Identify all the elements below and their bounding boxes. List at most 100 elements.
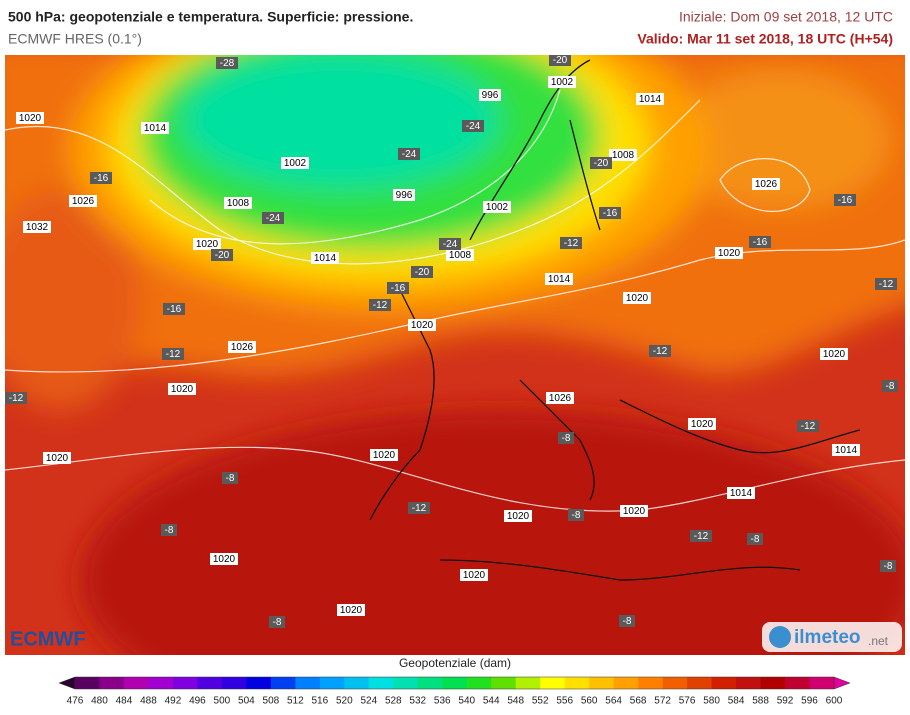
pressure-label: 1026 [549, 393, 572, 404]
temperature-label-box [882, 380, 898, 392]
pressure-label-box [224, 197, 252, 209]
pressure-label-box [483, 201, 511, 213]
colorbar-tick-label: 576 [679, 696, 696, 707]
temperature-label: -12 [373, 300, 388, 311]
colorbar-segment [344, 677, 370, 689]
colorbar-tick-label: 476 [67, 696, 84, 707]
colorbar-tick-label: 520 [336, 696, 353, 707]
temperature-label-box [560, 237, 582, 249]
pressure-label-box [545, 273, 573, 285]
temperature-label-box [216, 57, 238, 69]
pressure-label: 1020 [340, 605, 363, 616]
pressure-label: 1008 [612, 150, 635, 161]
temperature-label: -8 [562, 433, 571, 444]
temperature-label: -20 [415, 267, 430, 278]
pressure-label-box [69, 195, 97, 207]
temperature-label-box [462, 120, 484, 132]
valid-time: Valido: Mar 11 set 2018, 18 UTC (H+54) [637, 31, 893, 47]
temperature-label-box [439, 238, 461, 250]
pressure-label-box [210, 553, 238, 565]
temperature-label: -24 [466, 121, 481, 132]
temperature-label: -12 [166, 349, 181, 360]
colorbar-tick-label: 540 [458, 696, 475, 707]
colorbar-segment [662, 677, 688, 689]
temperature-label: -16 [391, 283, 406, 294]
ilmeteo-logo: ilmeteo [794, 627, 861, 648]
init-time: Iniziale: Dom 09 set 2018, 12 UTC [679, 9, 893, 25]
colorbar-segment [687, 677, 713, 689]
colorbar-segment [491, 677, 517, 689]
pressure-label: 1020 [213, 554, 236, 565]
pressure-label-box [460, 569, 488, 581]
temperature-label-box [690, 530, 712, 542]
colorbar-segment [760, 677, 786, 689]
temperature-label-box [163, 303, 185, 315]
colorbar-segment [221, 677, 247, 689]
ecmwf-logo: ECMWF [10, 628, 86, 650]
colorbar-tick-label: 492 [165, 696, 182, 707]
pressure-label-box [620, 505, 648, 517]
temperature-label-box [162, 348, 184, 360]
pressure-label: 1020 [46, 453, 69, 464]
temperature-label-box [649, 345, 671, 357]
colorbar-segment [711, 677, 737, 689]
temperature-label: -28 [220, 58, 235, 69]
temperature-label-box [749, 236, 771, 248]
colorbar-segment [515, 677, 541, 689]
isobars [5, 89, 905, 512]
colorbar-tick-label: 508 [263, 696, 280, 707]
colorbar-segment [368, 677, 394, 689]
colorbar-tick-label: 532 [409, 696, 426, 707]
pressure-label-box [752, 178, 780, 190]
pressure-label: 1020 [507, 511, 530, 522]
pressure-label-box [228, 341, 256, 353]
temperature-label: -12 [564, 238, 579, 249]
pressure-label-box [281, 157, 309, 169]
colorbar-segment [172, 677, 198, 689]
pressure-label: 1020 [411, 320, 434, 331]
pressure-label: 1020 [623, 506, 646, 517]
ilmeteo-logo-bg [762, 622, 902, 652]
temperature-label-box [880, 560, 896, 572]
temperature-label-box [211, 249, 233, 261]
temperature-label-box [408, 502, 430, 514]
colorbar-tick-label: 524 [360, 696, 377, 707]
pressure-label: 1014 [835, 445, 858, 456]
pressure-label-box [370, 449, 398, 461]
temperature-label-box [549, 55, 571, 66]
pressure-label-box [548, 76, 576, 88]
pressure-label: 1026 [72, 196, 95, 207]
colorbar-segment [99, 677, 125, 689]
colorbar-tick-label: 500 [214, 696, 231, 707]
colorbar-tick-label: 548 [507, 696, 524, 707]
pressure-label: 1002 [284, 158, 307, 169]
colorbar-tick-label: 600 [826, 696, 843, 707]
pressure-label: 1020 [196, 239, 219, 250]
pressure-label: 1020 [691, 419, 714, 430]
temperature-label: -12 [694, 531, 709, 542]
pressure-label-box [168, 383, 196, 395]
model: ECMWF HRES (0.1°) [8, 31, 142, 47]
colorbar-tick-label: 484 [116, 696, 133, 707]
colorbar-segment [197, 677, 223, 689]
pressure-label-box [688, 418, 716, 430]
colorbar-tick-label: 564 [605, 696, 622, 707]
pressure-label-box [23, 221, 51, 233]
temperature-label: -16 [838, 195, 853, 206]
pressure-label-box [393, 189, 415, 201]
temperature-label: -20 [215, 250, 230, 261]
temperature-label-box [747, 533, 763, 545]
pressure-label: 1026 [755, 179, 778, 190]
pressure-label-box [636, 93, 664, 105]
temperature-label: -8 [623, 616, 632, 627]
colorbar-tick-label: 568 [630, 696, 647, 707]
colorbar-segment [270, 677, 296, 689]
pressure-label-box [504, 510, 532, 522]
temperature-label-box [161, 524, 177, 536]
colorbar-segment [466, 677, 492, 689]
colorbar-segment [246, 677, 272, 689]
colorbar-tick-label: 584 [728, 696, 745, 707]
temperature-label-box [387, 282, 409, 294]
temperature-label: -12 [9, 393, 24, 404]
